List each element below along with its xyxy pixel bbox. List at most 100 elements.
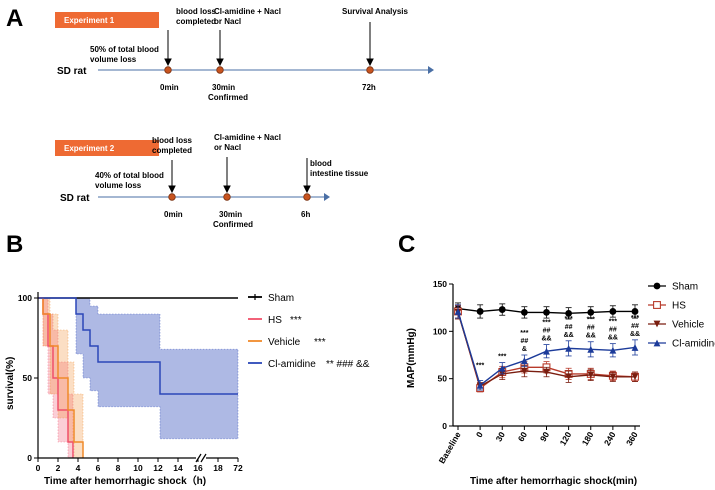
- exp2-loss-line-1: 40% of total blood: [95, 171, 164, 180]
- survival-y-tick-label: 0: [27, 453, 32, 463]
- map-significance-mark: &&: [541, 336, 551, 343]
- panel-c-label: C: [398, 231, 415, 258]
- map-point-sham: [520, 309, 528, 316]
- map-x-tick-label: 180: [580, 430, 596, 448]
- map-significance-mark: ***: [609, 319, 617, 326]
- map-significance-mark: ##: [520, 338, 528, 345]
- exp1-arrows: [164, 22, 374, 67]
- map-point-cl-amidine: [454, 308, 462, 315]
- map-legend-label-vehicle: Vehicle: [672, 320, 705, 331]
- survival-y-label: survival(%): [5, 357, 16, 410]
- exp1-axis-arrowhead: [428, 66, 434, 74]
- exp2-annot-blood-loss-1: blood loss: [152, 136, 193, 145]
- map-point-sham: [476, 308, 484, 315]
- exp2-time-0: 0min: [164, 210, 183, 219]
- exp2-time-6h: 6h: [301, 210, 310, 219]
- legend-label-cl-amidine: Cl-amidine: [268, 359, 316, 370]
- map-significance-mark: &&: [586, 333, 596, 340]
- map-significance-mark: ***: [476, 362, 484, 369]
- survival-y-tick-label: 50: [23, 373, 33, 383]
- map-point-cl-amidine: [609, 346, 617, 354]
- map-x-tick-label: 60: [516, 430, 530, 443]
- exp1-time-dot-72h: [366, 66, 374, 74]
- survival-line-cl-amidine: [38, 297, 238, 395]
- exp2-annot-blood-loss-2: completed: [152, 146, 192, 155]
- exp2-time-dot-0: [168, 193, 176, 201]
- map-point-sham: [543, 309, 550, 316]
- exp2-annot-tissue-2: intestine tissue: [310, 169, 369, 178]
- experiment-2-banner: [55, 140, 159, 156]
- map-significance-mark: &: [522, 346, 527, 353]
- map-legend-marker-vehicle: [653, 320, 661, 328]
- exp1-annot-blood-loss-2: completed: [176, 17, 216, 26]
- experiment-1-banner: [55, 12, 159, 28]
- survival-x-tick-label: 16: [193, 463, 203, 473]
- map-significance-mark: ***: [498, 354, 506, 361]
- legend-label-sham: Sham: [268, 293, 294, 304]
- map-x-tick-label: 240: [602, 430, 618, 448]
- map-legend-label-sham: Sham: [672, 282, 698, 293]
- legend-label-hs: HS: [268, 315, 282, 326]
- exp1-rat-label: SD rat: [57, 66, 87, 77]
- experiment-2-timeline: Experiment 2 40% of total blood volume l…: [55, 133, 369, 229]
- exp2-arrowhead-30: [223, 185, 231, 194]
- map-point-sham: [631, 308, 639, 315]
- survival-x-tick-label: 12: [153, 463, 163, 473]
- map-x-tick-label: Baseline: [437, 430, 463, 466]
- exp2-arrowhead-6h: [303, 185, 311, 194]
- exp1-arrowhead-0: [164, 58, 172, 67]
- survival-x-tick-label: 0: [36, 463, 41, 473]
- exp1-arrowhead-30: [216, 58, 224, 67]
- exp1-time-dot-0: [164, 66, 172, 74]
- experiment-2-title: Experiment 2: [64, 144, 115, 153]
- map-legend-marker-hs: [653, 301, 661, 309]
- exp1-annot-treatment-1: Cl-amidine + Nacl: [214, 7, 281, 16]
- map-significance-mark: ##: [565, 324, 573, 331]
- map-point-vehicle: [565, 373, 573, 381]
- map-point-cl-amidine: [565, 344, 573, 352]
- exp2-rat-label: SD rat: [60, 193, 90, 204]
- survival-line-vehicle: [38, 297, 84, 458]
- map-significance-mark: ***: [565, 316, 573, 323]
- map-point-sham: [609, 308, 617, 315]
- survival-x-tick-label: 10: [133, 463, 143, 473]
- survival-x-tick-label: 4: [76, 463, 81, 473]
- map-point-vehicle: [609, 373, 617, 381]
- exp2-time-dot-30: [223, 193, 231, 201]
- map-x-label: Time after hemorrhagic shock(min): [470, 476, 637, 487]
- map-point-cl-amidine: [543, 347, 550, 355]
- survival-x-tick-label: 2: [56, 463, 61, 473]
- map-significance-mark: &&: [564, 332, 574, 339]
- survival-x-tick-label: 18: [213, 463, 223, 473]
- exp1-annot-survival: Survival Analysis: [342, 7, 409, 16]
- map-significance-mark: ##: [631, 323, 639, 330]
- exp2-time-30: 30min: [219, 210, 242, 219]
- map-legend-label-hs: HS: [672, 301, 686, 312]
- map-point-sham: [565, 309, 573, 317]
- map-x-tick-label: 120: [558, 430, 574, 448]
- exp1-annot-treatment-2: or Nacl: [214, 17, 241, 26]
- exp2-loss-line-2: volume loss: [95, 181, 142, 190]
- survival-chart: 0 50 100 0 2 4 6 8 10 12 14 16 18 72 Time after hemorr…: [5, 292, 370, 487]
- map-legend-label-cl-amidine: Cl-amidine: [672, 339, 715, 350]
- map-point-sham: [587, 309, 595, 316]
- map-significance-mark: ***: [542, 320, 550, 327]
- map-x-tick-label: 90: [538, 430, 552, 443]
- map-point-cl-amidine: [631, 344, 639, 351]
- exp1-loss-line-2: volume loss: [90, 55, 137, 64]
- panel-b-label: B: [6, 231, 23, 258]
- exp2-arrows: [168, 157, 311, 194]
- exp1-confirmed: Confirmed: [208, 93, 248, 102]
- map-significance-mark: ***: [520, 330, 528, 337]
- map-significance-mark: ***: [631, 315, 639, 322]
- map-y-tick-label: 0: [442, 421, 447, 431]
- survival-x-tick-label: 14: [173, 463, 183, 473]
- exp2-axis-arrowhead: [324, 193, 330, 201]
- map-x-tick-label: 30: [494, 430, 508, 443]
- survival-x-tick-label: 8: [116, 463, 121, 473]
- map-significance-mark: &&: [608, 335, 618, 342]
- map-significance-mark: ##: [543, 328, 551, 335]
- map-point-vehicle: [543, 368, 550, 376]
